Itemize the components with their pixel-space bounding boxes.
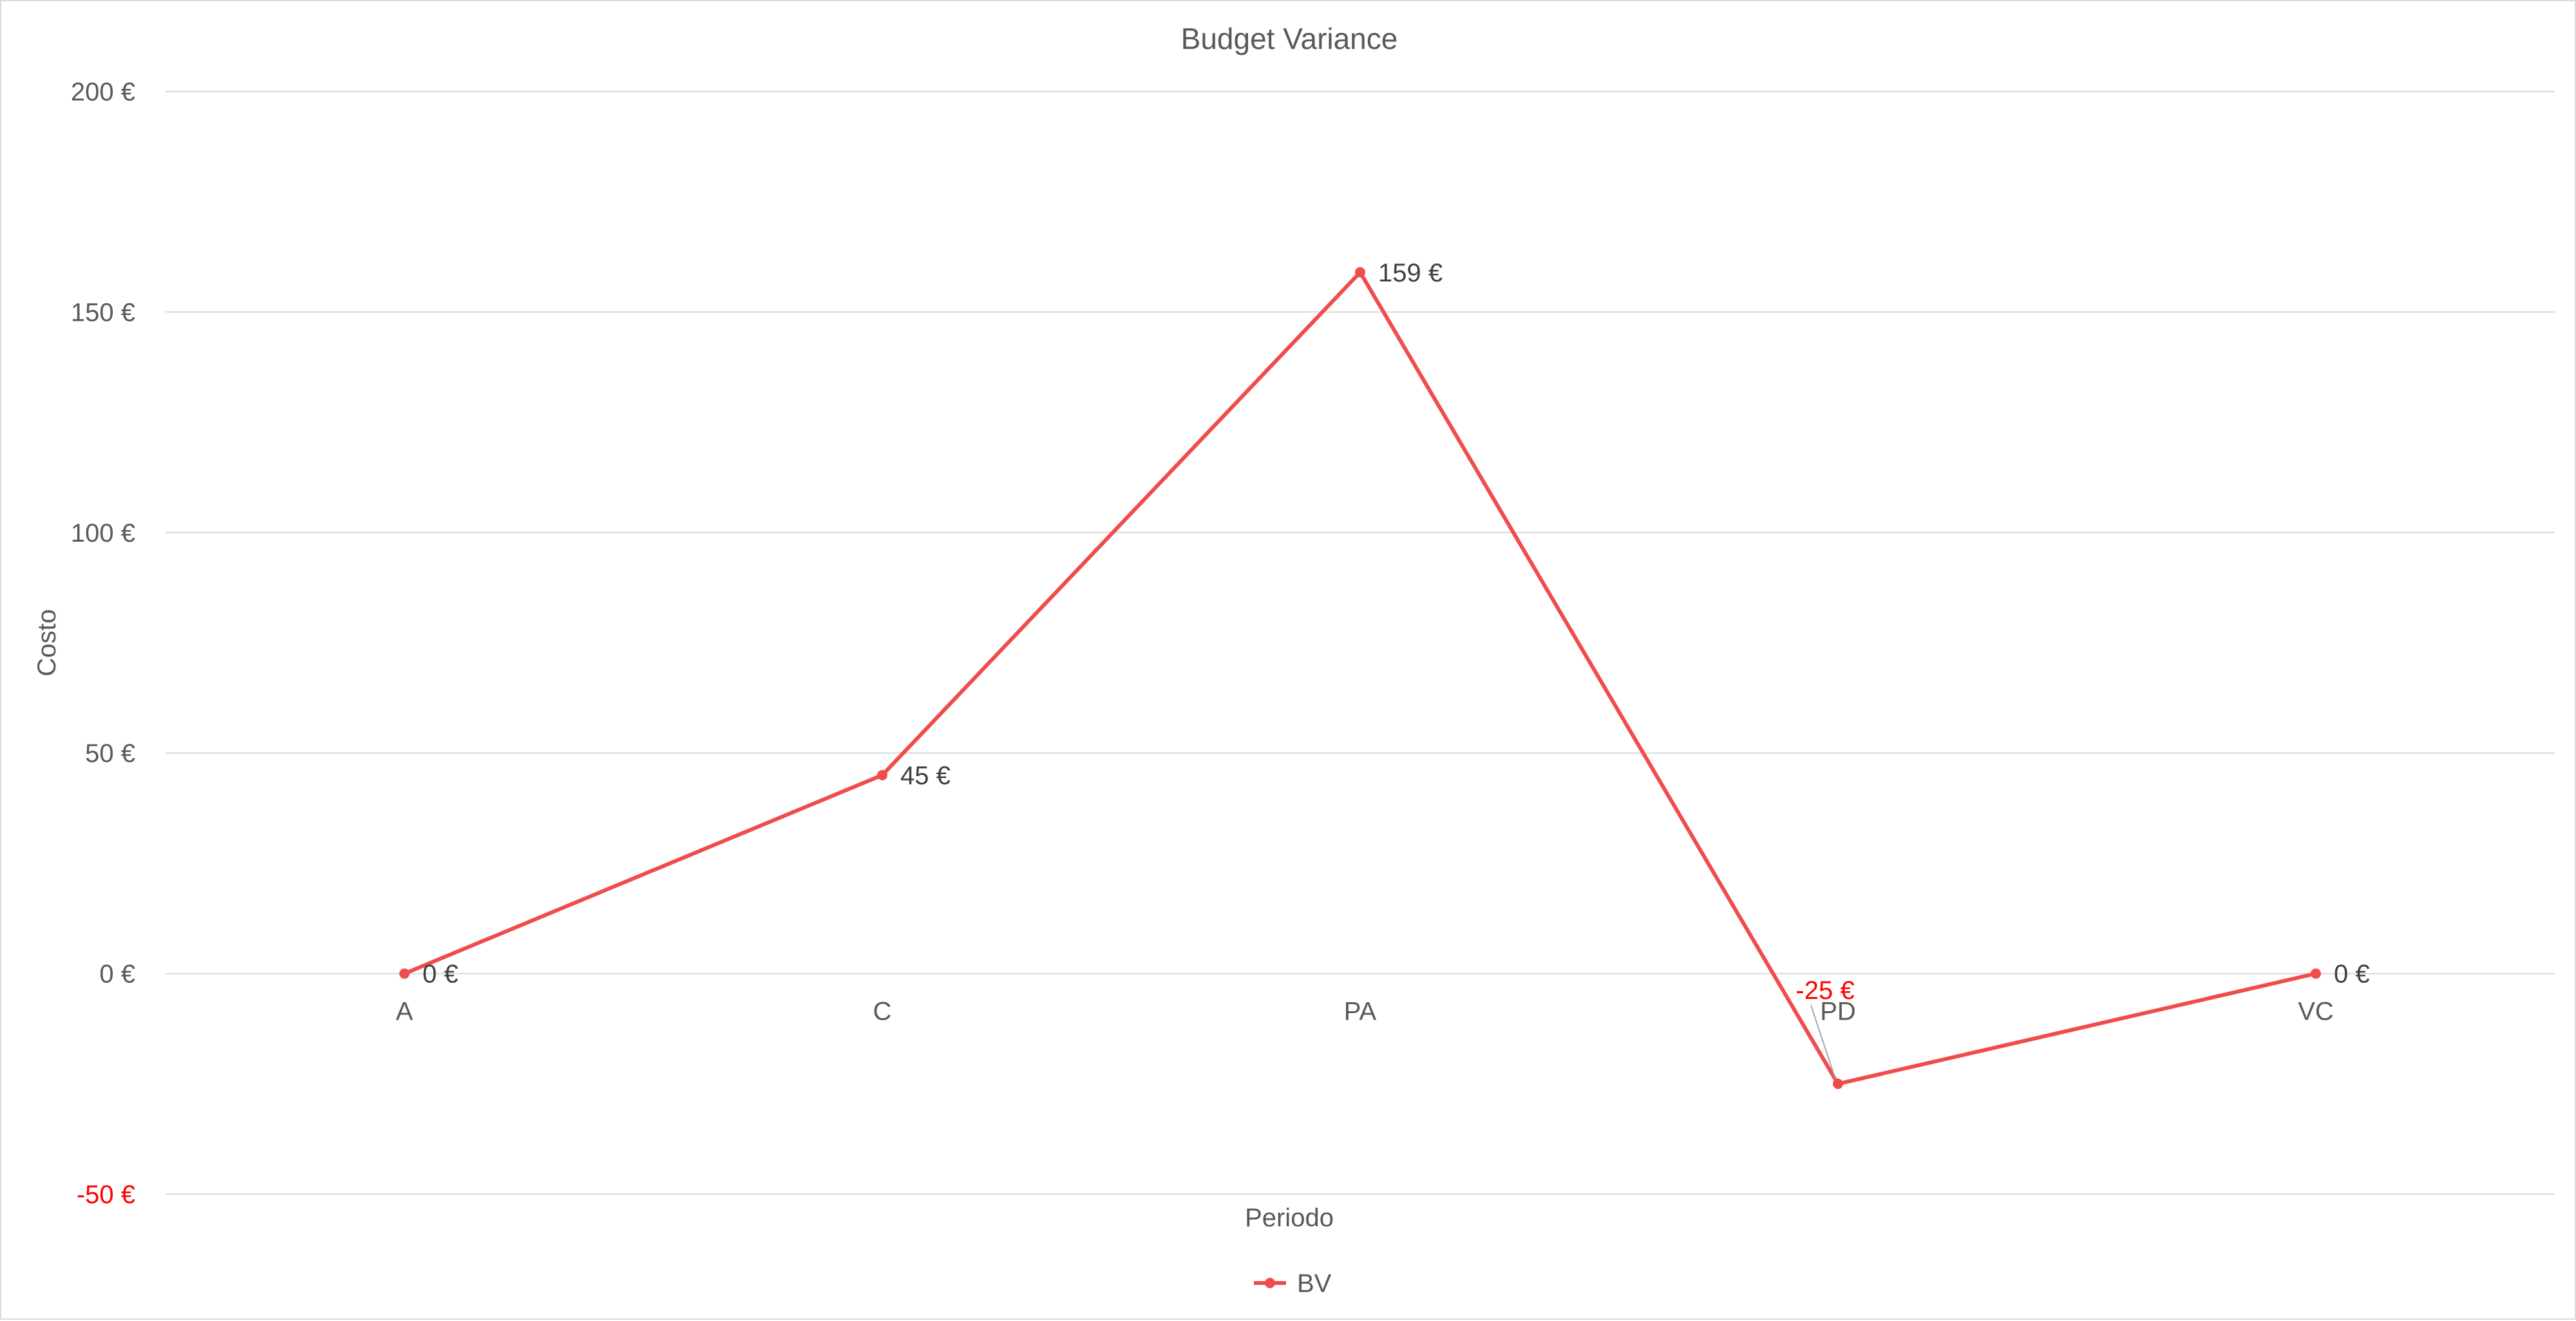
data-point bbox=[1355, 267, 1365, 278]
x-tick-label: C bbox=[873, 998, 892, 1026]
y-tick-label: 150 € bbox=[71, 298, 135, 327]
data-label: 45 € bbox=[900, 761, 951, 790]
data-point bbox=[1833, 1078, 1843, 1089]
y-tick-labels: 200 € 150 € 100 € 50 € 0 € -50 € bbox=[71, 78, 135, 1209]
data-point bbox=[877, 770, 887, 781]
data-labels: 0 € 45 € 159 € -25 € 0 € bbox=[422, 259, 2370, 1079]
legend: BV bbox=[1254, 1269, 1332, 1298]
y-tick-label: -50 € bbox=[77, 1181, 135, 1209]
x-tick-label: PA bbox=[1344, 998, 1377, 1026]
chart-title: Budget Variance bbox=[1181, 22, 1398, 55]
series-line-bv bbox=[403, 270, 2316, 1086]
y-axis-label: Costo bbox=[33, 609, 61, 677]
x-tick-label: PD bbox=[1820, 998, 1856, 1026]
x-tick-labels: A C PA PD VC bbox=[396, 998, 2334, 1026]
data-label: -25 € bbox=[1795, 976, 1854, 1005]
gridlines bbox=[166, 91, 2555, 1195]
legend-marker-bv bbox=[1265, 1278, 1275, 1288]
data-point bbox=[2311, 968, 2321, 979]
x-axis-label: Periodo bbox=[1245, 1204, 1334, 1232]
data-label: 0 € bbox=[422, 960, 459, 989]
x-tick-label: A bbox=[396, 998, 413, 1026]
series-bv bbox=[399, 267, 2321, 1089]
data-point bbox=[399, 968, 410, 979]
legend-label-bv: BV bbox=[1297, 1269, 1332, 1298]
data-label: 0 € bbox=[2334, 960, 2370, 989]
y-tick-label: 100 € bbox=[71, 519, 135, 547]
data-label: 159 € bbox=[1378, 259, 1443, 287]
y-tick-label: 50 € bbox=[85, 739, 135, 768]
y-tick-label: 200 € bbox=[71, 78, 135, 106]
y-tick-label: 0 € bbox=[99, 960, 135, 989]
x-tick-label: VC bbox=[2298, 998, 2334, 1026]
data-label-leader bbox=[1810, 1005, 1836, 1079]
